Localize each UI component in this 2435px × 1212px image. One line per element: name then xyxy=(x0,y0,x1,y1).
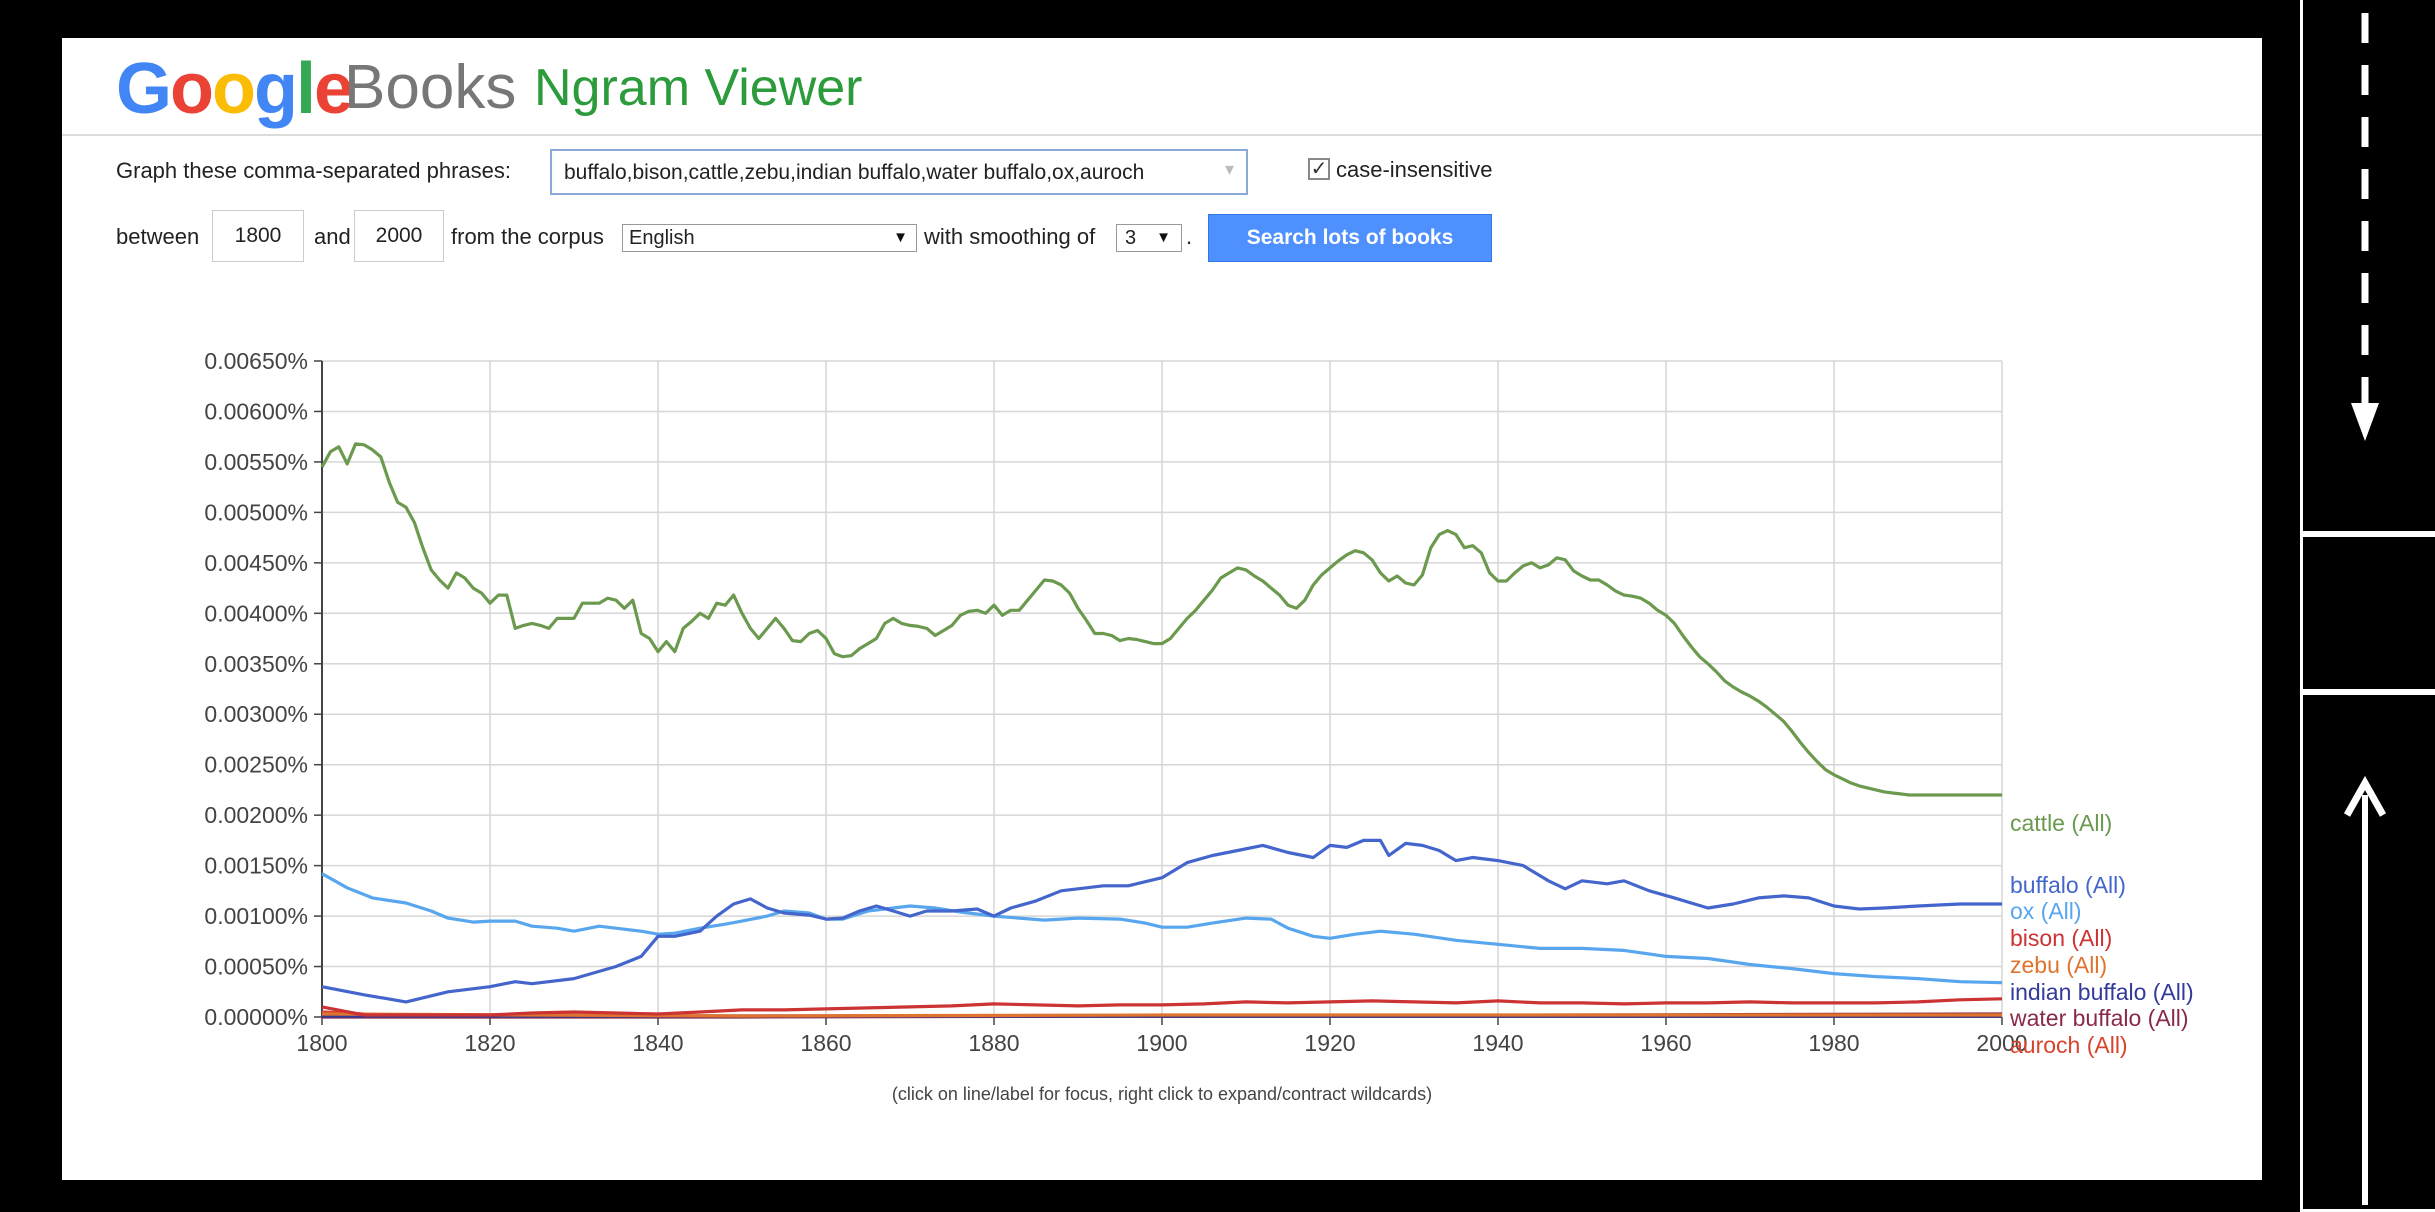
x-tick-label: 1800 xyxy=(296,1030,347,1056)
ngram-chart: 1800 1820 1840 1860 1880 1900 1920 1940 1960 1980… xyxy=(204,348,2194,1058)
legend-label: water buffalo (All) xyxy=(2009,1005,2189,1031)
chart-footnote: (click on line/label for focus, right cl… xyxy=(891,1084,1433,1104)
header: Google Books Ngram Viewer xyxy=(62,38,2262,136)
corpus-label: from the corpus xyxy=(451,224,604,249)
legend-label: buffalo (All) xyxy=(2010,872,2126,898)
legend-label: zebu (All) xyxy=(2010,952,2107,978)
legend-label: auroch (All) xyxy=(2010,1032,2128,1058)
x-tick-label: 1880 xyxy=(968,1030,1019,1056)
y-tick-label: 0.00300% xyxy=(204,701,308,727)
smoothing-label: with smoothing of xyxy=(924,224,1096,249)
graph-phrases-label: Graph these comma-separated phrases: xyxy=(116,158,511,183)
y-tick-label: 0.00100% xyxy=(204,903,308,929)
end-year-input[interactable] xyxy=(354,210,444,262)
case-insensitive-label: case-insensitive xyxy=(1336,157,1493,182)
ngram-panel: Google Books Ngram Viewer Graph these co… xyxy=(62,38,2262,1180)
query-history-icon[interactable]: ▾ xyxy=(1224,159,1234,179)
y-tick-label: 0.00050% xyxy=(204,954,308,980)
legend-label: indian buffalo (All) xyxy=(2010,979,2194,1005)
y-tick-label: 0.00450% xyxy=(204,550,308,576)
side-box-bottom xyxy=(2300,692,2435,1212)
y-tick-label: 0.00550% xyxy=(204,449,308,475)
y-tick-label: 0.00600% xyxy=(204,398,308,424)
y-tick-label: 0.00250% xyxy=(204,752,308,778)
legend-label: cattle (All) xyxy=(2010,810,2112,836)
query-input[interactable] xyxy=(562,151,1206,195)
corpus-dropdown-icon: ▼ xyxy=(893,229,908,246)
smoothing-value: 3 xyxy=(1125,227,1137,249)
x-tick-label: 2000 xyxy=(1976,1030,2027,1056)
books-brand[interactable]: Books xyxy=(344,53,517,122)
side-box-top xyxy=(2300,0,2435,534)
y-tick-label: 0.00400% xyxy=(204,600,308,626)
side-box-middle xyxy=(2300,534,2435,692)
google-logo[interactable]: Google xyxy=(116,49,354,129)
x-tick-label: 1860 xyxy=(800,1030,851,1056)
smoothing-period: . xyxy=(1186,224,1193,249)
smoothing-select[interactable]: 3 ▼ xyxy=(1116,224,1182,252)
legend-label: ox (All) xyxy=(2010,898,2082,924)
app-title: Ngram Viewer xyxy=(534,59,863,117)
x-tick-label: 1920 xyxy=(1304,1030,1355,1056)
corpus-value: English xyxy=(629,227,695,249)
query-box[interactable]: ▾ xyxy=(550,149,1248,195)
search-button[interactable]: Search lots of books xyxy=(1208,214,1492,262)
y-tick-label: 0.00350% xyxy=(204,651,308,677)
y-tick-label: 0.00200% xyxy=(204,802,308,828)
legend-label: bison (All) xyxy=(2010,925,2112,951)
smoothing-dropdown-icon: ▼ xyxy=(1156,229,1171,246)
x-tick-label: 1900 xyxy=(1136,1030,1187,1056)
between-label: between xyxy=(116,224,200,249)
and-label: and xyxy=(314,224,351,249)
series-line-buffalo-all xyxy=(321,838,2002,1004)
series-line-zebu-all xyxy=(321,1012,2002,1018)
x-tick-label: 1940 xyxy=(1472,1030,1523,1056)
series-line-cattle-all xyxy=(320,442,2002,797)
y-tick-label: 0.00000% xyxy=(204,1004,308,1030)
y-tick-label: 0.00500% xyxy=(204,499,308,525)
x-tick-label: 1980 xyxy=(1808,1030,1859,1056)
x-tick-label: 1820 xyxy=(464,1030,515,1056)
solid-up-arrow-icon xyxy=(2343,775,2387,1205)
corpus-select[interactable]: English ▼ xyxy=(622,224,917,252)
x-tick-label: 1840 xyxy=(632,1030,683,1056)
y-tick-label: 0.00150% xyxy=(204,853,308,879)
series-line-bison-all xyxy=(321,997,2003,1017)
dashed-down-arrow-icon xyxy=(2351,13,2379,441)
start-year-input[interactable] xyxy=(212,210,304,262)
x-tick-label: 1960 xyxy=(1640,1030,1691,1056)
y-tick-label: 0.00650% xyxy=(204,348,308,374)
case-insensitive-checkbox[interactable]: ✓ xyxy=(1308,158,1330,180)
